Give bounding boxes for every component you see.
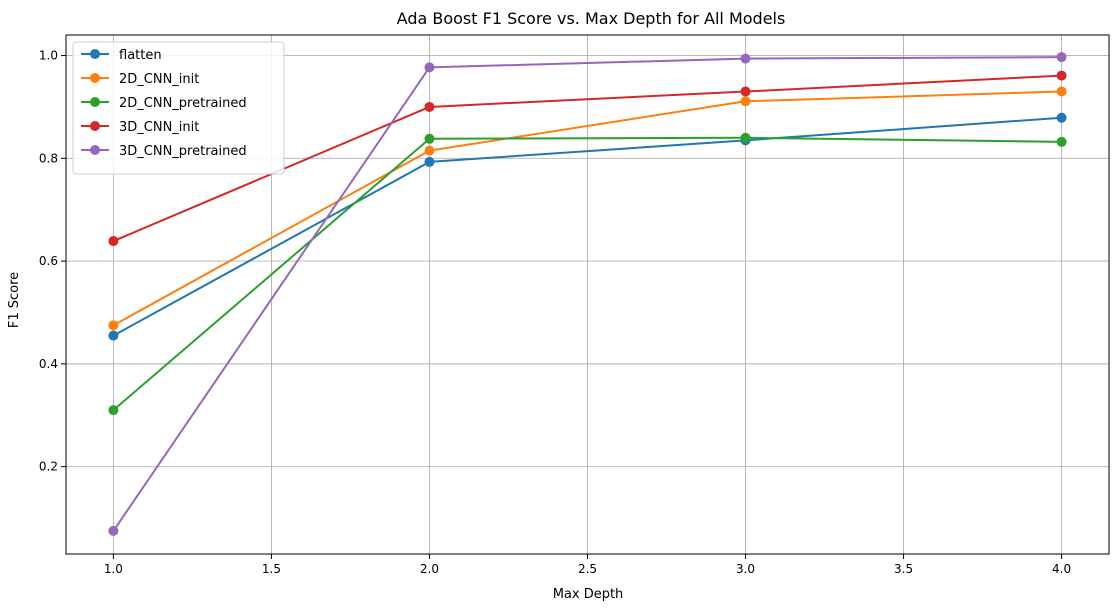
- y-tick-label: 0.6: [39, 254, 58, 268]
- legend-item: 3D_CNN_init: [81, 120, 199, 135]
- series-line: [112, 90, 1062, 327]
- series-line: [112, 56, 1062, 532]
- data-point: [424, 133, 435, 144]
- series-2D_CNN_init: [108, 86, 1067, 331]
- x-tick-label: 2.5: [578, 562, 597, 576]
- axis-ticks: 1.0 1.5 2.0 2.5 3.0 3.5 4.0 0.2 0.4 0.6 0.8 1.0: [39, 49, 1071, 576]
- data-point: [740, 86, 751, 97]
- legend-item: 2D_CNN_pretrained: [81, 96, 247, 111]
- series-line: [112, 116, 1062, 337]
- legend-marker: [90, 121, 100, 131]
- data-point: [108, 405, 119, 416]
- legend-marker: [90, 145, 100, 155]
- series-3D_CNN_pretrained: [108, 52, 1067, 536]
- y-tick-label: 0.4: [39, 357, 58, 371]
- legend-item: flatten: [81, 48, 162, 63]
- legend-item: 3D_CNN_pretrained: [81, 144, 247, 159]
- legend-label: 3D_CNN_init: [119, 120, 199, 135]
- legend-label: 2D_CNN_pretrained: [119, 96, 247, 111]
- y-tick-label: 0.8: [39, 151, 58, 165]
- legend-box: [72, 41, 285, 175]
- chart-title: Ada Boost F1 Score vs. Max Depth for All…: [397, 9, 786, 28]
- y-tick-label: 1.0: [39, 49, 58, 63]
- x-tick-label: 3.5: [894, 562, 913, 576]
- data-point: [108, 320, 119, 331]
- x-tick-label: 3.0: [736, 562, 755, 576]
- x-tick-label: 1.5: [262, 562, 281, 576]
- legend-marker: [90, 49, 100, 59]
- data-point: [108, 330, 119, 341]
- data-point: [740, 53, 751, 64]
- data-point: [424, 156, 435, 167]
- data-point: [1056, 112, 1067, 123]
- legend: flatten 2D_CNN_init 2D_CNN_pretrained 3D_CN…: [72, 41, 285, 175]
- series-layer: [108, 52, 1067, 536]
- legend-label: 2D_CNN_init: [119, 72, 199, 87]
- data-point: [108, 525, 119, 536]
- series-2D_CNN_pretrained: [108, 132, 1067, 416]
- legend-item: 2D_CNN_init: [81, 72, 199, 87]
- data-point: [424, 62, 435, 73]
- plot-frame: [65, 34, 1110, 555]
- y-axis-label: F1 Score: [7, 272, 22, 328]
- data-point: [424, 101, 435, 112]
- x-tick-label: 4.0: [1052, 562, 1071, 576]
- data-point: [740, 96, 751, 107]
- data-point: [424, 145, 435, 156]
- legend-marker: [90, 73, 100, 83]
- legend-label: flatten: [119, 48, 162, 63]
- legend-label: 3D_CNN_pretrained: [119, 144, 247, 159]
- legend-marker: [90, 97, 100, 107]
- data-point: [108, 236, 119, 247]
- x-tick-label: 2.0: [420, 562, 439, 576]
- y-tick-label: 0.2: [39, 460, 58, 474]
- data-point: [1056, 136, 1067, 147]
- series-line: [112, 136, 1062, 411]
- data-point: [1056, 52, 1067, 63]
- data-point: [740, 132, 751, 143]
- x-tick-label: 1.0: [104, 562, 123, 576]
- data-point: [1056, 70, 1067, 81]
- series-flatten: [108, 112, 1067, 341]
- data-point: [1056, 86, 1067, 97]
- x-axis-label: Max Depth: [553, 587, 624, 602]
